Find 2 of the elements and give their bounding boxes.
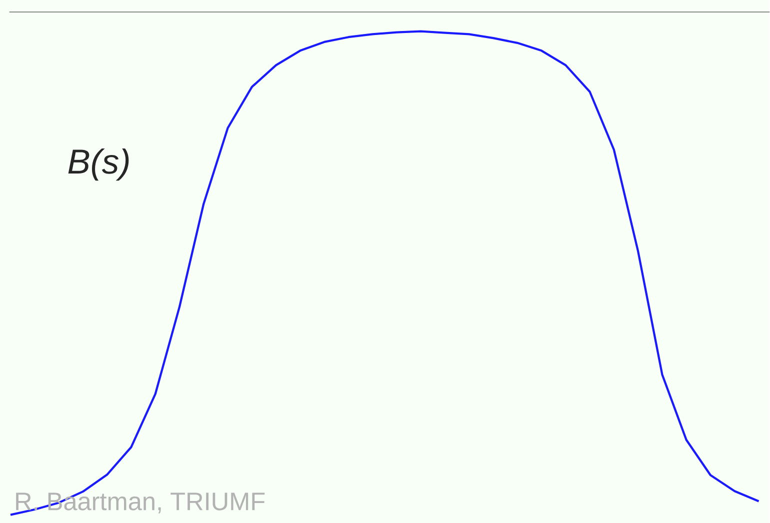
text: B(s) bbox=[68, 148, 129, 181]
annotation: R. Baartman, TRIUMF bbox=[16, 492, 265, 514]
